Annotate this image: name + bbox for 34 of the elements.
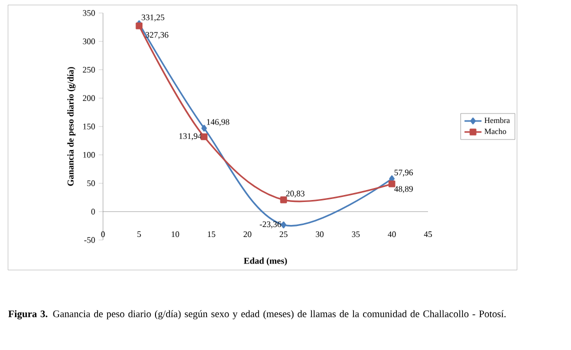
y-tick-label: 250	[82, 66, 95, 73]
y-axis-title: Ganancia de peso diario (g/día)	[67, 67, 76, 186]
point	[280, 196, 287, 204]
x-tick-label: 25	[280, 231, 288, 238]
x-tick-label: 5	[137, 231, 141, 238]
data-label: 331,25	[142, 14, 164, 22]
data-label: 20,83	[286, 190, 304, 198]
x-axis-title: Edad (mes)	[244, 258, 287, 266]
y-tick-label: 300	[82, 38, 95, 44]
x-tick-label: 35	[352, 231, 360, 238]
y-tick-label: 100	[83, 152, 95, 158]
point	[388, 180, 396, 188]
x-tick-label: 40	[388, 231, 396, 238]
data-label: -23,36	[260, 221, 282, 228]
x-tick-label: 30	[316, 231, 324, 238]
x-tick-label: 0	[101, 231, 105, 238]
y-tick-label: 200	[82, 95, 95, 101]
point	[201, 124, 207, 132]
data-label: 146,98	[207, 119, 230, 126]
data-label: 131,94	[179, 133, 202, 140]
point	[200, 133, 208, 140]
point	[280, 221, 286, 228]
x-tick-label: 20	[244, 231, 252, 238]
data-label: 48,89	[394, 186, 413, 193]
x-tick-label: 45	[424, 231, 432, 238]
y-tick-label: 150	[83, 124, 95, 130]
x-tick-label: 15	[208, 231, 216, 238]
x-tick-label: 10	[172, 231, 180, 238]
text: Figura 3. Ganancia de peso diario (g/día) según sexo y edad (meses) de llamas de la comunidad de Challacollo - Potosí.	[8, 310, 506, 320]
y-tick-label: 350	[82, 10, 95, 16]
y-tick-label: -50	[84, 237, 95, 243]
data-label: 57,96	[394, 170, 413, 177]
y-tick-label: 0	[91, 208, 95, 214]
y-tick-label: 50	[87, 180, 95, 186]
